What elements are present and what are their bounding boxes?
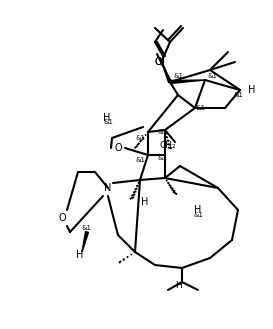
Text: &1: &1	[157, 129, 167, 135]
Text: N: N	[104, 183, 112, 193]
Text: &1: &1	[82, 225, 92, 231]
Text: H: H	[194, 205, 202, 215]
Text: H: H	[175, 281, 181, 290]
Text: O: O	[58, 213, 66, 223]
Text: O: O	[154, 57, 162, 67]
Polygon shape	[170, 80, 205, 84]
Polygon shape	[163, 66, 171, 83]
Text: &1: &1	[173, 73, 183, 79]
Text: O: O	[154, 57, 162, 67]
Text: &1: &1	[195, 105, 205, 111]
Text: &1: &1	[193, 212, 203, 218]
Text: H: H	[103, 113, 111, 123]
Polygon shape	[82, 232, 88, 252]
Text: &1: &1	[135, 157, 145, 163]
Text: &1: &1	[103, 119, 113, 125]
Text: H: H	[141, 197, 149, 207]
Text: &1: &1	[233, 92, 243, 98]
Text: H: H	[76, 250, 84, 260]
Text: O: O	[114, 143, 122, 153]
Text: CH₂: CH₂	[160, 140, 176, 149]
Text: &1: &1	[135, 135, 145, 141]
Text: &1: &1	[208, 73, 218, 79]
Text: H: H	[248, 85, 256, 95]
Text: &1: &1	[157, 155, 167, 161]
